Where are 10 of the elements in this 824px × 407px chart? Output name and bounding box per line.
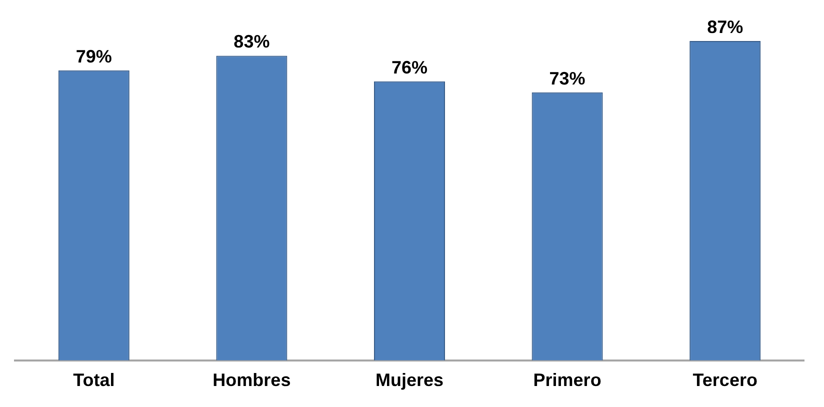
data-label: 73% <box>549 68 586 88</box>
data-label: 87% <box>707 16 744 37</box>
x-tick-label: Hombres <box>212 370 291 390</box>
x-tick-label: Mujeres <box>375 370 444 390</box>
data-label: 76% <box>391 57 428 78</box>
x-tick-label: Primero <box>533 370 602 390</box>
x-tick-label: Total <box>73 370 115 390</box>
data-label: 83% <box>234 32 270 52</box>
x-tick-label: Tercero <box>692 370 758 390</box>
data-label: 79% <box>76 46 112 66</box>
